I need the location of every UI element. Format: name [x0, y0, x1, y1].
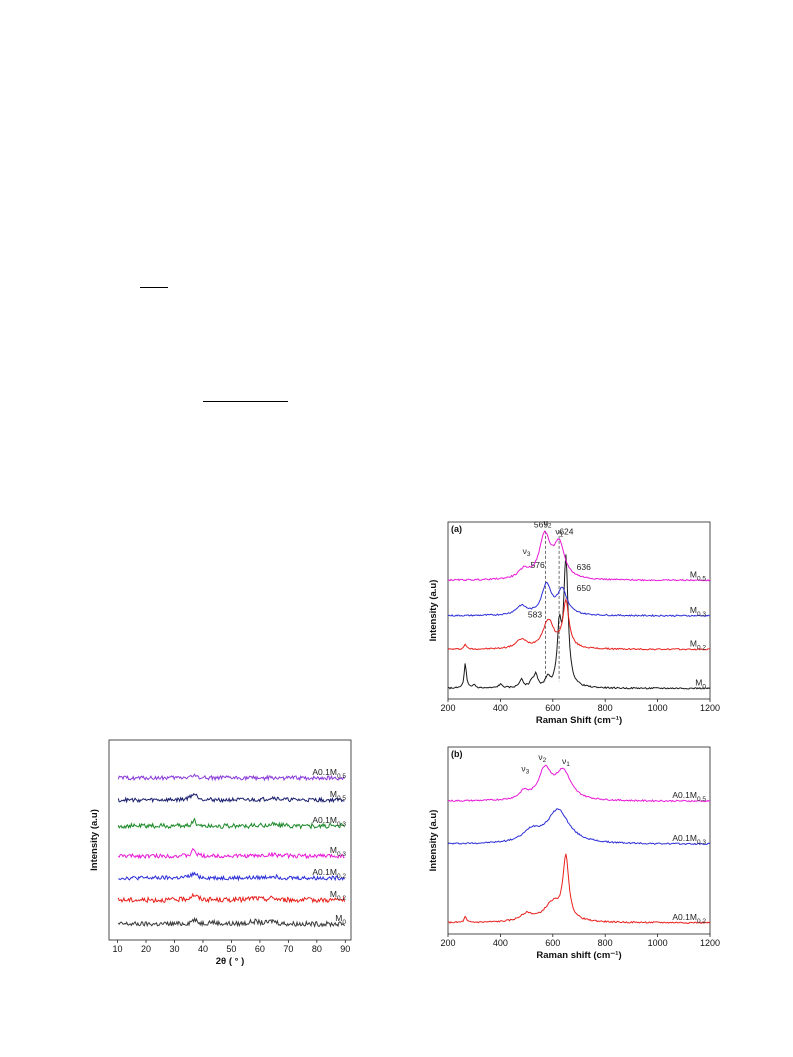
series-line [118, 871, 345, 882]
panel-label: (a) [451, 524, 462, 534]
x-tick-label: 60 [255, 944, 265, 954]
x-tick-label: 400 [493, 938, 508, 948]
raman-b-chart: 200 400 600 800 1000 1200 Raman shift (cm⁻¹) In… [428, 746, 720, 961]
series-label: A0.1M0.5 [312, 767, 346, 780]
series-line [447, 530, 711, 582]
series-label: A0.1M0.3 [672, 833, 706, 846]
series-line [447, 597, 711, 651]
x-tick-label: 1200 [700, 703, 720, 713]
peak-annotation: ν1 [555, 526, 563, 538]
x-tick-label: 1200 [700, 938, 720, 948]
x-axis-label: 2θ ( ° ) [216, 956, 244, 966]
text-rule-2 [203, 401, 288, 402]
xrd-panel: 10 20 30 40 50 60 70 80 90 2θ ( ° ) Intensity (a.u… [71, 730, 367, 967]
series-label: M0.2 [330, 889, 347, 902]
series-line [447, 554, 711, 690]
x-axis-label: Raman Shift (cm⁻¹) [536, 715, 622, 726]
panel-label: (b) [451, 749, 463, 759]
x-tick-label: 90 [340, 944, 350, 954]
series-label: A0.1M0.3 [312, 815, 346, 828]
text-rule-1 [140, 287, 168, 288]
series-line [117, 817, 345, 830]
series-label: A0.1M0.2 [672, 912, 706, 925]
series-line [448, 853, 711, 924]
peak-annotation: 650 [577, 583, 591, 593]
peak-annotation: 583 [528, 610, 542, 620]
peak-annotation: 636 [577, 562, 591, 572]
series-line [447, 808, 711, 846]
series-line [117, 892, 345, 904]
y-axis-label: Intensity (a.u) [428, 580, 439, 642]
peak-annotation: ν2 [538, 752, 546, 764]
series-label: M0.3 [690, 605, 707, 618]
peak-annotation: ν1 [562, 756, 570, 768]
raman-a-chart: 200 400 600 800 1000 1200 Raman Shift (cm⁻¹) In… [428, 518, 720, 726]
series-label: M0 [335, 913, 346, 926]
series-label: M0 [695, 677, 706, 690]
xrd-chart: 10 20 30 40 50 60 70 80 90 2θ ( ° ) Intensity (a.u… [89, 739, 352, 967]
x-tick-label: 800 [598, 938, 613, 948]
peak-annotation: ν3 [523, 546, 531, 558]
x-tick-label: 20 [141, 944, 151, 954]
x-tick-label: 200 [440, 938, 455, 948]
series-label: A0.1M0.5 [672, 790, 706, 803]
peak-annotation: 569 [534, 519, 548, 529]
plot-frame [447, 521, 711, 700]
x-tick-label: 80 [312, 944, 322, 954]
series-label: M0.2 [690, 638, 707, 651]
x-tick-label: 600 [545, 938, 560, 948]
x-tick-label: 10 [113, 944, 123, 954]
series-line [447, 764, 711, 803]
x-tick-label: 70 [283, 944, 293, 954]
series-label: A0.1M0.2 [312, 867, 346, 880]
y-axis-label: Intensity (a.u) [89, 809, 100, 871]
x-tick-label: 800 [598, 703, 613, 713]
x-axis-label: Raman shift (cm⁻¹) [536, 950, 621, 961]
x-tick-label: 30 [169, 944, 179, 954]
x-tick-label: 1000 [648, 703, 668, 713]
y-axis-label: Intensity (a.u) [428, 810, 439, 872]
x-tick-label: 200 [440, 703, 455, 713]
x-tick-label: 40 [198, 944, 208, 954]
x-tick-label: 400 [493, 703, 508, 713]
series-line [117, 792, 345, 804]
x-tick-label: 600 [545, 703, 560, 713]
plot-frame [108, 739, 352, 941]
peak-annotation: 576 [531, 560, 545, 570]
raman-a-panel: 200 400 600 800 1000 1200 Raman Shift (cm⁻¹) In… [420, 515, 720, 735]
x-tick-label: 1000 [648, 938, 668, 948]
peak-annotation: 624 [559, 526, 573, 536]
plot-frame [447, 746, 711, 935]
series-label: M0.5 [690, 569, 707, 582]
series-line [117, 773, 345, 782]
series-line [117, 847, 345, 860]
series-label: M0.3 [330, 845, 347, 858]
x-tick-label: 50 [226, 944, 236, 954]
series-line [447, 581, 711, 618]
series-line [117, 916, 345, 928]
peak-annotation: ν2 [544, 518, 552, 530]
raman-b-panel: 200 400 600 800 1000 1200 Raman shift (cm⁻¹) In… [420, 740, 720, 968]
series-label: M0.5 [330, 789, 347, 802]
peak-annotation: ν3 [521, 763, 529, 775]
